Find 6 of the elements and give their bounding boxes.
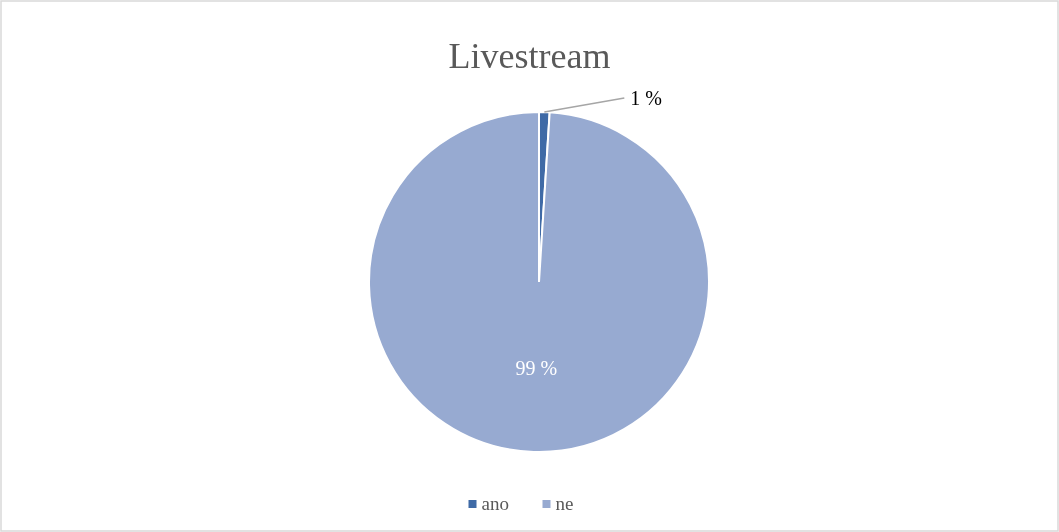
legend-label: ne [555,493,574,514]
legend-label: ano [481,493,509,514]
data-label: 1 % [630,87,663,110]
data-label: 99 % [515,356,558,379]
pie-slice [368,111,710,453]
chart-title: Livestream [448,36,611,76]
